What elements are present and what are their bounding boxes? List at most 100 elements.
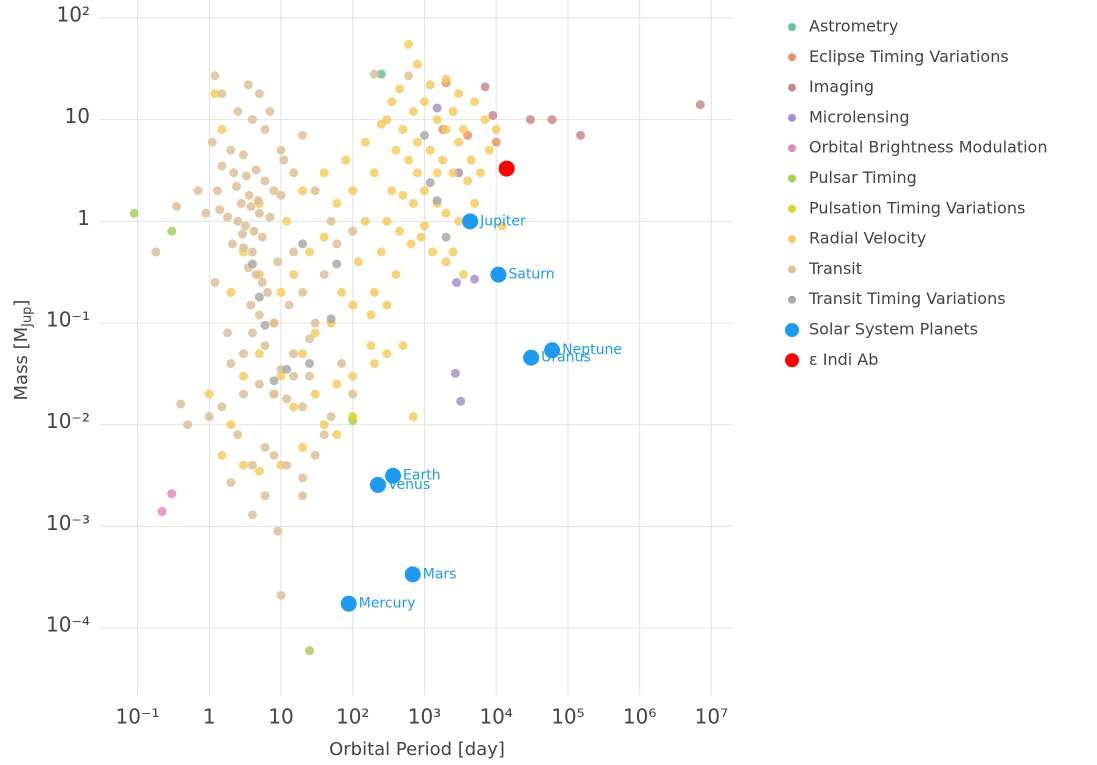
legend-marker xyxy=(788,83,796,92)
point xyxy=(337,287,347,297)
point xyxy=(215,205,225,215)
y-tick-label: 10⁻² xyxy=(46,409,90,433)
point xyxy=(448,247,458,257)
point xyxy=(366,310,376,320)
point-label: Mercury xyxy=(359,596,416,612)
point xyxy=(260,491,270,501)
x-tick-label: 10⁶ xyxy=(623,705,656,729)
x-tick-label: 1 xyxy=(203,705,216,729)
point xyxy=(254,349,264,359)
point xyxy=(289,269,299,279)
point xyxy=(376,119,386,129)
point xyxy=(305,247,315,257)
point xyxy=(269,376,279,386)
point xyxy=(257,232,267,242)
point xyxy=(167,489,177,499)
point xyxy=(176,399,186,409)
point xyxy=(454,216,464,226)
y-axis-title-sub: Jup xyxy=(20,307,35,328)
point xyxy=(348,371,358,381)
point xyxy=(227,239,237,249)
point xyxy=(217,124,227,134)
x-tick-label: 10³ xyxy=(408,705,441,729)
point-label: Saturn xyxy=(508,267,554,283)
point xyxy=(238,460,248,470)
point xyxy=(498,160,515,177)
y-tick-label: 10⁻¹ xyxy=(46,308,90,332)
point xyxy=(404,566,421,583)
point xyxy=(369,358,379,368)
point xyxy=(369,287,379,297)
legend-label: Radial Velocity xyxy=(809,229,926,248)
point xyxy=(319,420,329,430)
point xyxy=(458,124,468,134)
point xyxy=(269,186,279,196)
legend-marker xyxy=(788,174,796,183)
point xyxy=(204,412,214,422)
point xyxy=(238,150,248,160)
point xyxy=(398,124,408,134)
legend-label: Astrometry xyxy=(809,17,898,36)
point xyxy=(247,115,257,125)
legend-marker xyxy=(788,23,796,31)
point xyxy=(382,300,392,310)
point xyxy=(319,168,329,178)
point xyxy=(289,371,299,381)
point xyxy=(276,145,286,155)
point-label: Jupiter xyxy=(479,213,526,229)
point xyxy=(254,292,264,302)
point xyxy=(238,371,248,381)
point xyxy=(260,320,270,330)
point xyxy=(470,97,480,107)
point xyxy=(201,208,211,218)
point xyxy=(244,190,254,200)
point xyxy=(470,274,480,284)
point xyxy=(466,155,476,165)
point xyxy=(387,186,397,196)
point xyxy=(210,89,220,99)
point xyxy=(246,201,256,211)
point xyxy=(413,137,423,147)
point xyxy=(454,89,464,99)
point xyxy=(305,358,315,368)
point xyxy=(404,155,414,165)
point xyxy=(226,145,236,155)
point xyxy=(241,171,251,181)
point xyxy=(484,145,494,155)
y-axis-title-main: Mass [M xyxy=(11,327,32,401)
y-tick-label: 10⁻⁴ xyxy=(46,613,90,637)
point xyxy=(369,476,386,493)
point xyxy=(419,130,429,140)
point xyxy=(260,442,270,452)
legend-marker xyxy=(788,265,796,274)
point xyxy=(470,198,480,208)
point xyxy=(441,124,451,134)
point xyxy=(369,168,379,178)
point xyxy=(151,247,161,257)
point xyxy=(310,450,320,460)
point xyxy=(404,71,414,81)
point xyxy=(475,168,485,178)
point xyxy=(441,232,451,242)
point xyxy=(276,190,286,200)
point xyxy=(454,137,464,147)
point xyxy=(217,450,227,460)
point xyxy=(408,107,418,117)
point xyxy=(366,341,376,351)
point xyxy=(391,145,401,155)
point xyxy=(282,394,292,404)
point xyxy=(298,491,308,501)
point xyxy=(282,460,292,470)
point xyxy=(419,221,429,231)
point xyxy=(695,100,705,110)
point xyxy=(385,467,402,484)
point xyxy=(452,278,462,288)
legend-label: Solar System Planets xyxy=(809,320,978,339)
point xyxy=(413,168,423,178)
point xyxy=(480,82,490,92)
point xyxy=(408,412,418,422)
x-tick-label: 10⁴ xyxy=(479,705,512,729)
legend-label: ε Indi Ab xyxy=(809,350,878,369)
point xyxy=(254,466,264,476)
point xyxy=(480,115,490,125)
